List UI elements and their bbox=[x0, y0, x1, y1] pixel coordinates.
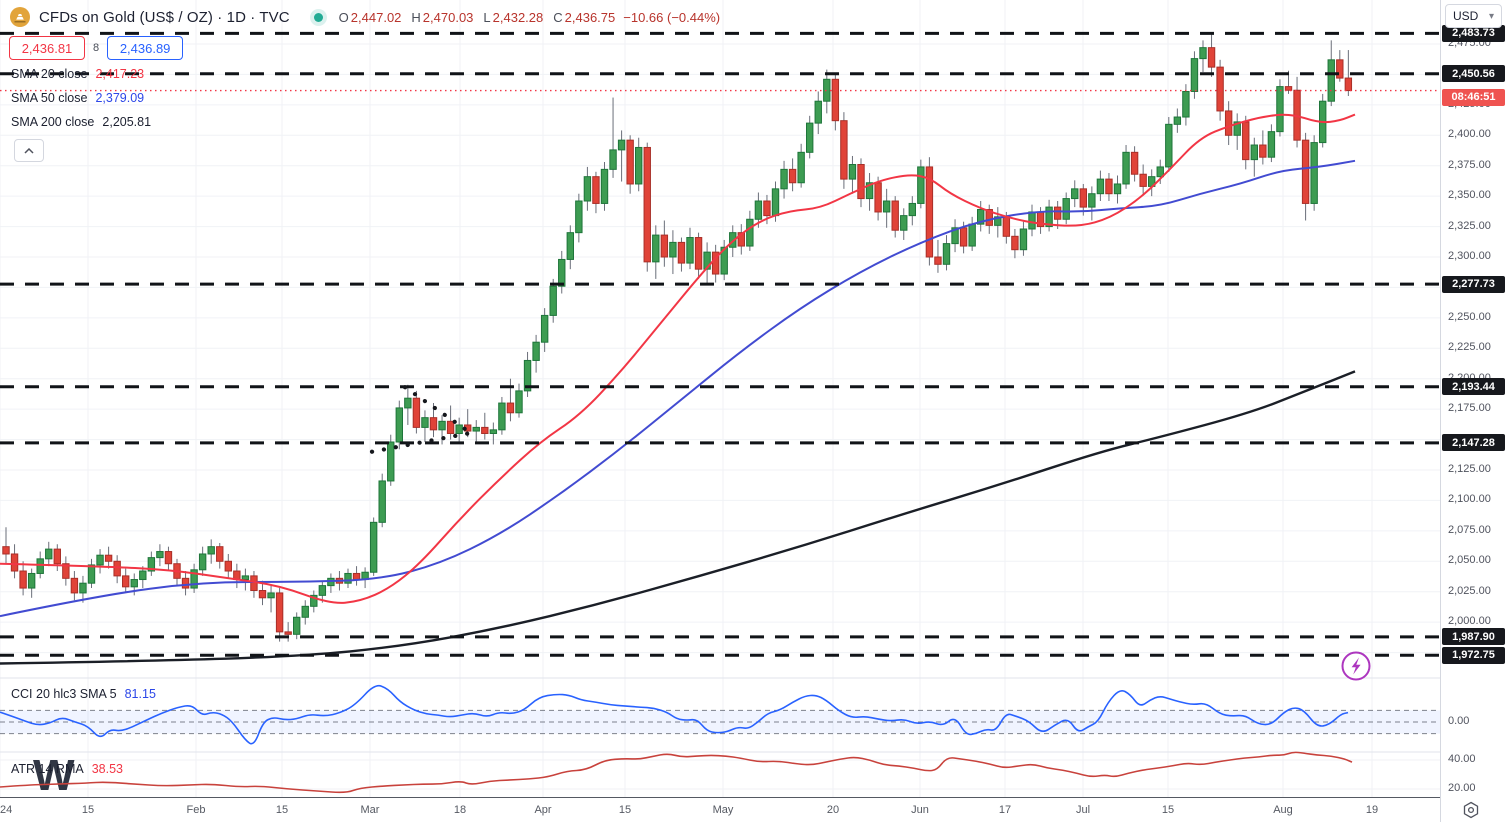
currency-selector[interactable]: USD ▾ bbox=[1445, 4, 1502, 28]
flash-marker-icon[interactable] bbox=[1341, 651, 1371, 681]
price-tick: 2,000.00 bbox=[1448, 615, 1491, 628]
legend-atr[interactable]: ATR 14 RMA 38.53 bbox=[11, 762, 123, 776]
price-tick: 2,225.00 bbox=[1448, 341, 1491, 354]
watermark-logo: W bbox=[33, 751, 75, 797]
chevron-up-icon bbox=[24, 147, 34, 154]
time-tick: Jul bbox=[1075, 804, 1091, 816]
cci-axis-tick: 0.00 bbox=[1448, 715, 1470, 727]
level-price-label: 1,987.90 bbox=[1442, 628, 1505, 646]
cci-line bbox=[0, 684, 1349, 745]
price-axis[interactable]: USD ▾ 2,475.002,425.002,400.002,375.002,… bbox=[1440, 0, 1507, 822]
atr-axis-tick: 40.00 bbox=[1448, 753, 1476, 765]
time-tick: 15 bbox=[81, 804, 95, 816]
open-value: 2,447.02 bbox=[350, 9, 402, 25]
time-tick: Jun bbox=[911, 804, 929, 816]
sma50-value: 2,379.09 bbox=[95, 91, 145, 105]
atr-axis-tick: 20.00 bbox=[1448, 782, 1476, 794]
chart-header: CFDs on Gold (US$ / OZ) · 1D · TVC O 2,44… bbox=[10, 7, 720, 27]
change-value: −10.66 (−0.44%) bbox=[623, 9, 721, 25]
level-price-label: 2,483.73 bbox=[1442, 24, 1505, 42]
axis-settings-icon[interactable] bbox=[1462, 801, 1480, 819]
price-tick: 2,100.00 bbox=[1448, 493, 1491, 506]
chevron-down-icon: ▾ bbox=[1488, 10, 1494, 22]
level-price-label: 2,277.73 bbox=[1442, 275, 1505, 293]
atr-value: 38.53 bbox=[91, 762, 123, 776]
close-value: 2,436.75 bbox=[564, 9, 616, 25]
symbol-logo-icon bbox=[10, 7, 30, 27]
market-status-dot[interactable] bbox=[313, 12, 323, 22]
price-tick: 2,325.00 bbox=[1448, 219, 1491, 232]
pennant-annotation[interactable] bbox=[369, 431, 471, 454]
sma20-value: 2,417.23 bbox=[95, 67, 145, 81]
low-value: 2,432.28 bbox=[492, 9, 544, 25]
buy-button[interactable]: 2,436.89 bbox=[107, 36, 184, 60]
candlesticks bbox=[2, 34, 1353, 642]
price-tick: 2,400.00 bbox=[1448, 128, 1491, 141]
sma200-label: SMA 200 close bbox=[11, 115, 95, 129]
chart-canvas[interactable]: W bbox=[0, 0, 1440, 797]
price-tick: 2,250.00 bbox=[1448, 310, 1491, 323]
level-price-label: 1,972.75 bbox=[1442, 646, 1505, 664]
level-price-label: 2,147.28 bbox=[1442, 434, 1505, 452]
legend-sma20[interactable]: SMA 20 close 2,417.23 bbox=[11, 67, 144, 81]
legend-sma200[interactable]: SMA 200 close 2,205.81 bbox=[11, 115, 151, 129]
time-tick: 18 bbox=[453, 804, 467, 816]
bar-countdown-label: 08:46:51 bbox=[1442, 88, 1505, 106]
level-price-label: 2,450.56 bbox=[1442, 65, 1505, 83]
time-tick: Apr bbox=[534, 804, 552, 816]
price-tick: 2,350.00 bbox=[1448, 189, 1491, 202]
time-tick: May bbox=[712, 804, 734, 816]
sma20-label: SMA 20 close bbox=[11, 67, 88, 81]
currency-label: USD bbox=[1453, 9, 1479, 23]
time-tick: Feb bbox=[186, 804, 206, 816]
cci-value: 81.15 bbox=[124, 687, 156, 701]
time-tick: 15 bbox=[275, 804, 289, 816]
sma50-line bbox=[0, 159, 1356, 618]
quote-buttons: 2,436.81 8 2,436.89 bbox=[9, 36, 184, 60]
collapse-legend-button[interactable] bbox=[14, 139, 44, 162]
ohlc-values: O 2,447.02 H 2,470.03 L 2,432.28 C 2,436.75 … bbox=[339, 10, 720, 25]
level-price-label: 2,193.44 bbox=[1442, 378, 1505, 396]
price-tick: 2,300.00 bbox=[1448, 249, 1491, 262]
sma200-value: 2,205.81 bbox=[102, 115, 152, 129]
price-tick: 2,125.00 bbox=[1448, 462, 1491, 475]
symbol-title[interactable]: CFDs on Gold (US$ / OZ) · 1D · TVC bbox=[39, 8, 290, 26]
cci-label: CCI 20 hlc3 SMA 5 bbox=[11, 687, 117, 701]
price-tick: 2,175.00 bbox=[1448, 402, 1491, 415]
price-tick: 2,025.00 bbox=[1448, 584, 1491, 597]
time-tick: 15 bbox=[618, 804, 632, 816]
pennant-annotation[interactable] bbox=[402, 385, 471, 434]
time-tick: 15 bbox=[1161, 804, 1175, 816]
price-tick: 2,075.00 bbox=[1448, 523, 1491, 536]
high-value: 2,470.03 bbox=[422, 9, 474, 25]
legend-sma50[interactable]: SMA 50 close 2,379.09 bbox=[11, 91, 144, 105]
time-tick: Mar bbox=[360, 804, 380, 816]
time-tick: Aug bbox=[1273, 804, 1293, 816]
sma20-line bbox=[0, 113, 1356, 604]
sell-button[interactable]: 2,436.81 bbox=[9, 36, 85, 60]
time-tick: 20 bbox=[826, 804, 840, 816]
price-tick: 2,375.00 bbox=[1448, 158, 1491, 171]
spread-value: 8 bbox=[93, 42, 100, 54]
legend-cci[interactable]: CCI 20 hlc3 SMA 5 81.15 bbox=[11, 687, 156, 701]
atr-line bbox=[0, 751, 1353, 794]
sma200-line bbox=[0, 370, 1356, 665]
close-label: C bbox=[553, 9, 563, 25]
time-tick: 17 bbox=[998, 804, 1012, 816]
atr-label: ATR 14 RMA bbox=[11, 762, 84, 776]
low-label: L bbox=[483, 9, 491, 25]
high-label: H bbox=[411, 9, 421, 25]
time-tick: 19 bbox=[1365, 804, 1379, 816]
gridlines bbox=[0, 0, 1440, 797]
time-tick: 2024 bbox=[0, 804, 13, 816]
price-tick: 2,050.00 bbox=[1448, 554, 1491, 567]
time-axis[interactable]: 2024 15 Feb 15 Mar 18 Apr 15 May 20 Jun 17 Jul 15 Aug 1… bbox=[0, 797, 1440, 822]
open-label: O bbox=[338, 9, 349, 25]
sma50-label: SMA 50 close bbox=[11, 91, 88, 105]
